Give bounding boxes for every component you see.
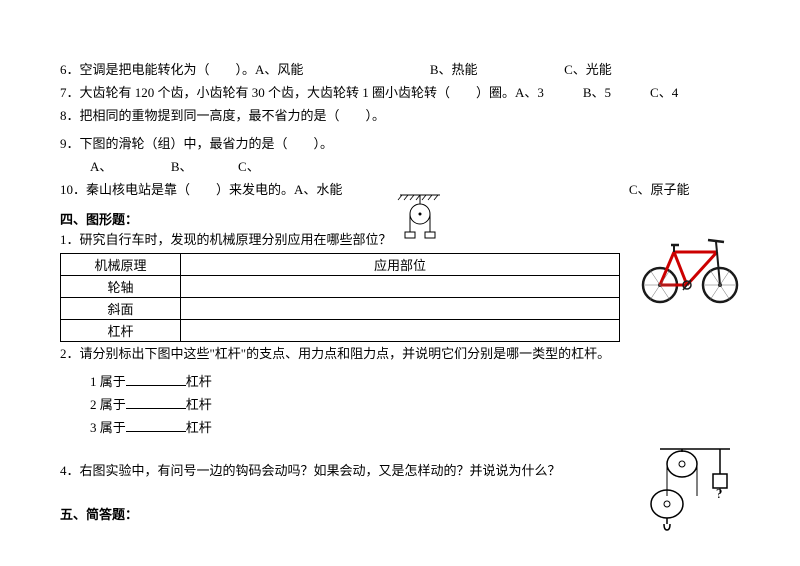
table-row: 机械原理 应用部位 — [61, 253, 620, 275]
q6-text: 6．空调是把电能转化为（ ）。A、风能 — [60, 62, 303, 77]
mechanism-table: 机械原理 应用部位 轮轴 斜面 杠杆 — [60, 253, 620, 342]
section4-q2: 2．请分别标出下图中这些"杠杆"的支点、用力点和阻力点，并说明它们分别是哪一类型… — [60, 344, 740, 365]
pulley-diagram-icon — [390, 190, 450, 240]
question-6: 6．空调是把电能转化为（ ）。A、风能 B、热能 C、光能 — [60, 60, 740, 81]
q6-optB: B、热能 — [430, 62, 478, 77]
q8-text: 8．把相同的重物提到同一高度，最不省力的是（ ）。 — [60, 108, 385, 123]
table-cell-r1: 轮轴 — [61, 275, 181, 297]
q10-optC: C、原子能 — [629, 182, 690, 197]
pulley-system-icon: ? — [620, 446, 740, 536]
q6-optC: C、光能 — [564, 62, 612, 77]
lever-line-3: 3 属于杠杆 — [90, 418, 740, 439]
table-row: 杠杆 — [61, 319, 620, 341]
lever-line-1: 1 属于杠杆 — [90, 372, 740, 393]
question-7: 7．大齿轮有 120 个齿，小齿轮有 30 个齿，大齿轮转 1 圈小齿轮转（ ）… — [60, 83, 740, 104]
svg-text:?: ? — [716, 487, 722, 502]
table-header-1: 机械原理 — [61, 253, 181, 275]
table-cell-blank — [181, 275, 620, 297]
question-8: 8．把相同的重物提到同一高度，最不省力的是（ ）。 — [60, 106, 740, 127]
q9-opts: A、 B、 C、 — [90, 159, 260, 174]
table-cell-blank — [181, 297, 620, 319]
q9-text: 9．下图的滑轮（组）中，最省力的是（ ）。 — [60, 136, 333, 151]
question-9-opts: A、 B、 C、 — [90, 157, 740, 178]
table-cell-r2: 斜面 — [61, 297, 181, 319]
bicycle-icon — [635, 230, 745, 305]
blank-field[interactable] — [126, 395, 186, 409]
table-row: 斜面 — [61, 297, 620, 319]
table-header-2: 应用部位 — [181, 253, 620, 275]
question-9: 9．下图的滑轮（组）中，最省力的是（ ）。 — [60, 134, 740, 155]
lever-line-2: 2 属于杠杆 — [90, 395, 740, 416]
table-cell-blank — [181, 319, 620, 341]
blank-field[interactable] — [126, 418, 186, 432]
table-cell-r3: 杠杆 — [61, 319, 181, 341]
blank-field[interactable] — [126, 372, 186, 386]
table-row: 轮轴 — [61, 275, 620, 297]
q7-text: 7．大齿轮有 120 个齿，小齿轮有 30 个齿，大齿轮转 1 圈小齿轮转（ ）… — [60, 85, 678, 100]
q10-text: 10．秦山核电站是靠（ ）来发电的。A、水能 — [60, 182, 342, 197]
